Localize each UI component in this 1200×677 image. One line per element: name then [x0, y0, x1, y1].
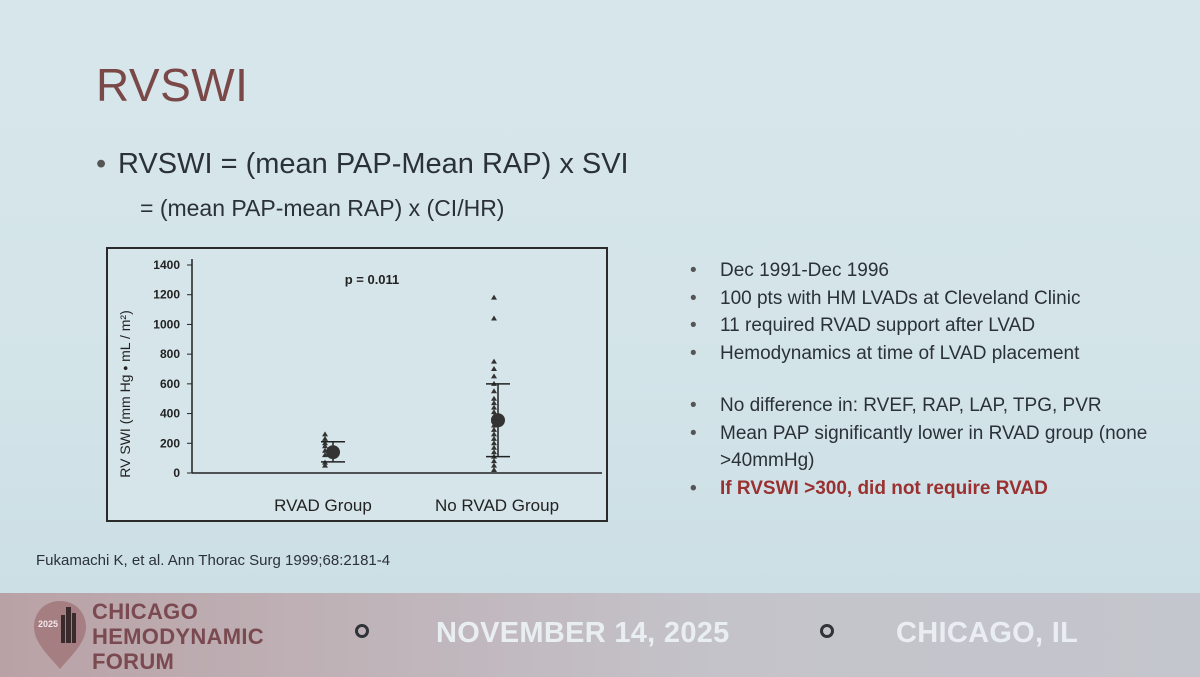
y-tick-label: 400: [160, 407, 180, 421]
y-tick-label: 1000: [153, 317, 180, 331]
bullet-dot: •: [690, 342, 697, 364]
data-point: [491, 366, 497, 371]
data-point: [491, 373, 497, 379]
bullet-dot: •: [690, 477, 697, 499]
y-axis-label: RV SWI (mm Hg • mL / m²): [117, 310, 133, 477]
note-item: • No difference in: RVEF, RAP, LAP, TPG, …: [690, 392, 1170, 420]
bullet-dot: •: [690, 422, 697, 444]
data-point: [491, 458, 497, 464]
bullet-dot: •: [690, 315, 697, 336]
chart-axes: [191, 259, 602, 474]
bullet-dot: •: [690, 260, 697, 281]
slide-title: RVSWI: [96, 59, 249, 111]
x-category-label: RVAD Group: [274, 496, 372, 515]
data-point: [491, 449, 497, 455]
data-point: [491, 395, 497, 401]
chart-points: [322, 294, 497, 473]
data-point: [491, 426, 497, 432]
x-categories: RVAD Group No RVAD Group: [274, 496, 559, 515]
circle-icon: [820, 624, 834, 638]
note-item: • Dec 1991-Dec 1996: [690, 257, 1170, 285]
data-point: [322, 462, 328, 468]
logo-year: 2025: [38, 619, 58, 629]
mean-marker: [326, 445, 340, 460]
rvswi-chart: 0 200 400 600 800 1000 1200 1400 RV SWI (mm Hg …: [106, 247, 608, 522]
forum-logo-text: CHICAGO HEMODYNAMIC FORUM: [92, 599, 264, 674]
bullet-dot: •: [96, 148, 107, 180]
event-date: NOVEMBER 14, 2025: [436, 617, 730, 649]
note-highlight: • If RVSWI >300, did not require RVAD: [690, 475, 1170, 503]
data-point: [491, 431, 497, 437]
notes-list: • Dec 1991-Dec 1996 • 100 pts with HM LVAD…: [690, 257, 1170, 502]
y-tick-label: 1400: [153, 258, 180, 272]
p-value-annotation: p = 0.011: [345, 272, 400, 287]
y-tick-label: 600: [160, 377, 180, 391]
data-point: [491, 358, 497, 364]
data-point: [491, 440, 497, 446]
data-point: [322, 443, 328, 449]
circle-icon: [355, 624, 369, 638]
chart-svg: 0 200 400 600 800 1000 1200 1400 RV SWI (mm Hg …: [117, 258, 602, 515]
data-point: [491, 435, 497, 441]
y-tick-label: 0: [173, 466, 180, 480]
data-point: [322, 435, 328, 441]
note-item: • 11 required RVAD support after LVAD: [690, 312, 1170, 340]
data-point: [322, 452, 328, 458]
x-category-label: No RVAD Group: [435, 496, 559, 515]
footer-banner: 2025 CHICAGO HEMODYNAMIC FORUM NOVEMBER …: [0, 593, 1200, 677]
equation-line-1-text: RVSWI = (mean PAP-Mean RAP) x SVI: [118, 148, 629, 180]
mean-marker: [491, 413, 505, 428]
note-item: • Mean PAP significantly lower in RVAD gr…: [690, 420, 1170, 475]
note-item: • Hemodynamics at time of LVAD placement: [690, 340, 1170, 368]
data-point: [322, 431, 328, 437]
citation: Fukamachi K, et al. Ann Thorac Surg 1999…: [36, 552, 391, 569]
note-item: • 100 pts with HM LVADs at Cleveland Clin…: [690, 285, 1170, 313]
data-point: [491, 467, 497, 473]
equation-line-1: • RVSWI = (mean PAP-Mean RAP) x SVI: [96, 148, 629, 181]
data-point: [491, 388, 497, 394]
data-point: [491, 462, 497, 468]
y-tick-label: 200: [160, 436, 180, 450]
equation-line-2: = (mean PAP-mean RAP) x (CI/HR): [140, 195, 505, 221]
data-point: [491, 404, 497, 410]
data-point: [491, 400, 497, 406]
data-point: [491, 294, 497, 300]
skyline-logo-icon: 2025: [34, 601, 86, 669]
data-point: [491, 315, 497, 321]
data-point: [322, 440, 328, 446]
bullet-dot: •: [690, 395, 697, 416]
bullet-dot: •: [690, 287, 697, 309]
y-tick-label: 800: [160, 347, 180, 361]
y-tick-label: 1200: [153, 288, 180, 302]
data-point: [491, 409, 497, 415]
event-location: CHICAGO, IL: [896, 617, 1079, 649]
data-point: [491, 444, 497, 450]
y-ticks: 0 200 400 600 800 1000 1200 1400: [153, 258, 192, 480]
chart-summary: [321, 383, 510, 463]
